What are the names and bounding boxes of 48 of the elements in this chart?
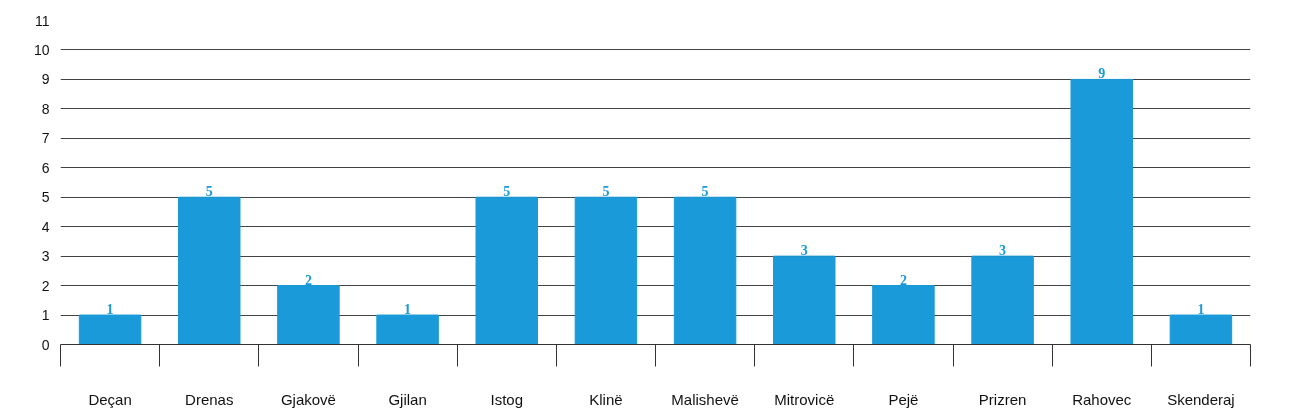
x-tick-label: Deçan [88,390,132,408]
bar [1070,78,1133,345]
x-tick-label: Rahovec [1072,390,1132,408]
x-tick-label: Gjilan [388,390,427,408]
bar [574,196,638,345]
data-label: 5 [503,184,511,200]
data-label: 1 [106,302,114,318]
y-tick-label: 7 [41,130,50,147]
y-tick-label: 6 [41,159,50,176]
bar [773,255,836,345]
y-tick-label: 8 [41,100,50,117]
y-tick-label: 10 [33,41,50,58]
data-label: 9 [1098,66,1106,82]
data-label: 3 [999,243,1007,259]
x-tick-label: Malishevë [671,390,739,408]
data-label: 3 [800,243,808,259]
x-tick-label: Skenderaj [1167,390,1235,408]
bar [872,285,935,345]
x-tick-label: Pejë [888,390,919,408]
y-tick-label: 1 [41,307,50,324]
x-tick-label: Mitrovicë [774,390,835,408]
y-tick-label: 9 [41,71,50,88]
y-tick-label: 0 [41,336,50,353]
x-tick-label: Klinë [589,390,623,408]
bar [78,314,142,345]
bar [376,314,439,345]
data-label: 2 [304,272,312,288]
bar [277,285,340,345]
bar [1169,314,1233,345]
y-tick-label: 11 [34,12,50,29]
x-tick-label: Drenas [185,390,234,408]
data-label: 5 [205,184,213,200]
bar [475,196,538,345]
data-label: 5 [602,184,610,200]
bar [178,196,241,345]
data-label: 2 [899,272,907,288]
y-tick-label: 5 [41,189,50,206]
y-tick-label: 3 [41,248,50,265]
x-tick-label: Istog [490,390,524,408]
x-tick-label: Gjakovë [280,390,336,408]
x-tick-label: Prizren [978,390,1027,408]
y-tick-label: 4 [41,218,50,235]
y-tick-label: 2 [41,277,50,294]
bar [971,255,1034,345]
data-label: 1 [1197,302,1205,318]
data-label: 1 [404,302,412,318]
bar [673,196,737,345]
data-label: 5 [701,184,709,200]
